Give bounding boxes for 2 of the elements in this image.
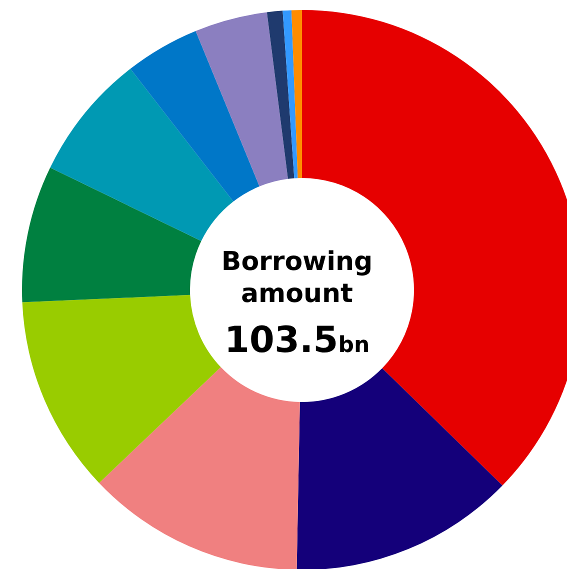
text: 103.5bn <box>224 320 370 361</box>
text: Borrowing amount <box>221 247 373 309</box>
